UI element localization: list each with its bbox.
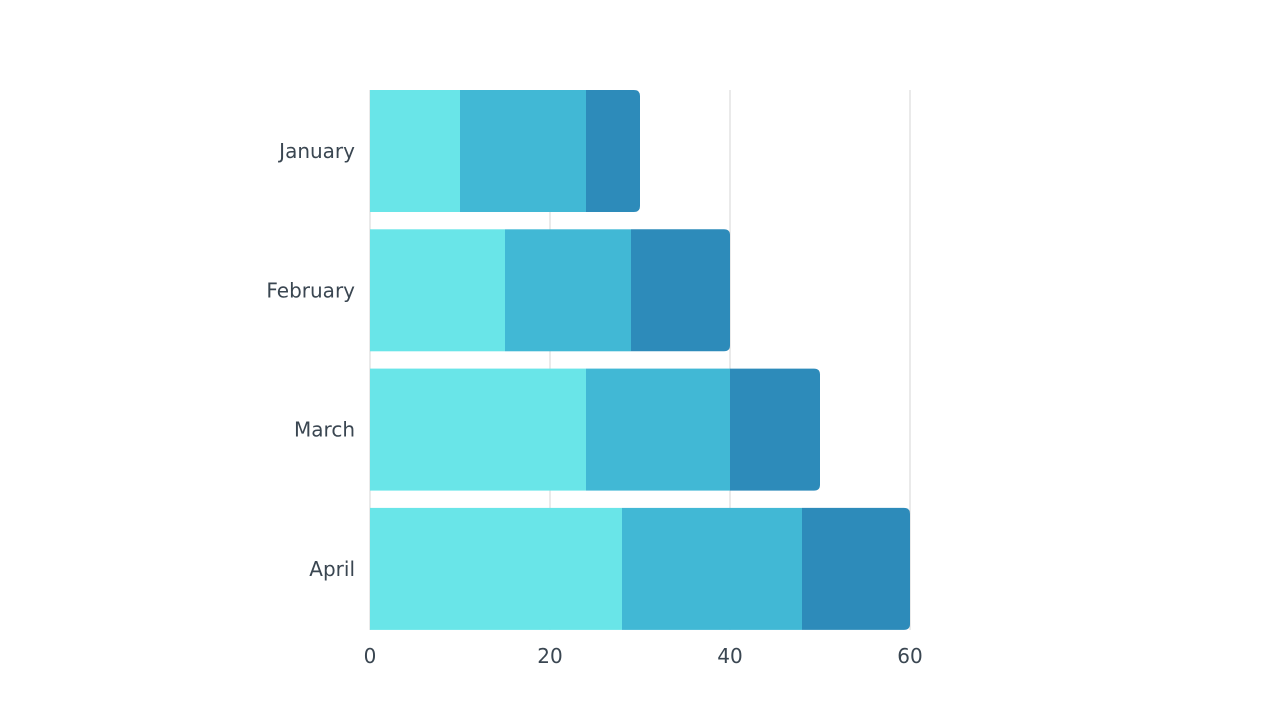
bar-segment-april-3 [802, 507, 910, 630]
bar-segment-january-1 [370, 90, 460, 212]
bar-segment-january-3 [586, 90, 640, 212]
x-tick-labels: 0 20 40 60 [364, 644, 923, 668]
x-tick-label: 0 [364, 644, 377, 668]
bar-segment-april-1 [370, 507, 622, 630]
category-label: January [277, 139, 355, 163]
x-tick-label: 40 [717, 644, 742, 668]
bar-segment-january-2 [460, 90, 586, 212]
bar-segment-february-3 [631, 229, 730, 352]
category-label: February [266, 278, 355, 302]
bar-segment-february-1 [370, 229, 505, 352]
bar-segment-march-1 [370, 368, 586, 491]
x-tick-label: 60 [897, 644, 922, 668]
bars [370, 90, 910, 630]
x-tick-label: 20 [537, 644, 562, 668]
category-labels: January February March April [266, 139, 355, 581]
category-label: April [309, 557, 355, 581]
category-label: March [294, 418, 355, 442]
bar-segment-april-2 [622, 507, 802, 630]
bar-segment-february-2 [505, 229, 631, 352]
bar-segment-march-3 [730, 368, 820, 491]
bar-segment-march-2 [586, 368, 730, 491]
